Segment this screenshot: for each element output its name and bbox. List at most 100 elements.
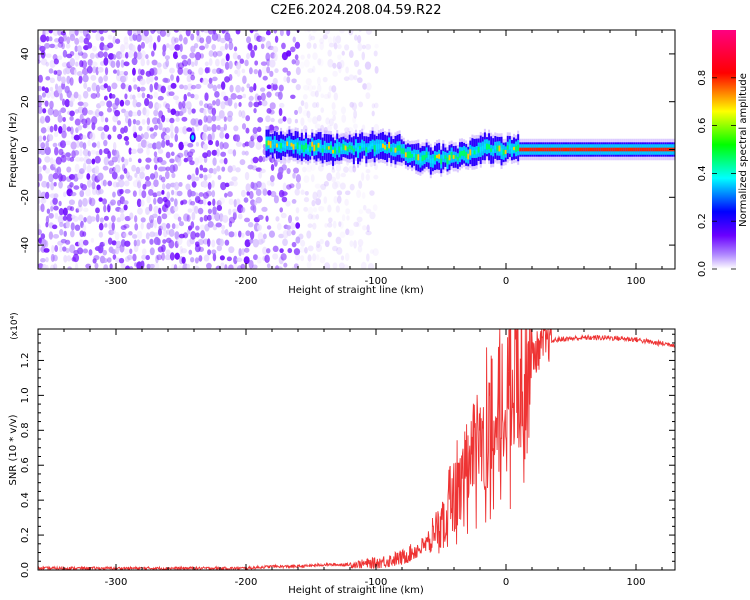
heatmap-cell bbox=[307, 117, 313, 123]
ridge-core bbox=[354, 143, 357, 148]
heatmap-cell bbox=[373, 50, 378, 57]
heatmap-cell bbox=[178, 265, 183, 269]
colorbar-tick-label: 0.6 bbox=[697, 118, 708, 134]
heatmap-cell bbox=[295, 66, 301, 76]
ridge-core bbox=[587, 147, 590, 152]
heatmap-cell bbox=[312, 116, 318, 125]
heatmap-cell bbox=[181, 59, 188, 67]
heatmap-cell bbox=[110, 215, 116, 223]
heatmap-cell bbox=[366, 224, 370, 233]
heatmap-cell bbox=[115, 38, 121, 44]
heatmap-cell bbox=[345, 208, 351, 215]
heatmap-cell bbox=[255, 167, 262, 172]
heatmap-cell bbox=[114, 150, 120, 159]
heatmap-cell bbox=[44, 156, 51, 163]
ridge-core bbox=[542, 147, 545, 152]
heatmap-cell bbox=[125, 52, 129, 59]
heatmap-cell bbox=[57, 85, 63, 94]
heatmap-cell bbox=[265, 215, 269, 222]
heatmap-cell bbox=[49, 86, 54, 92]
heatmap-cell bbox=[266, 225, 272, 230]
ridge-core bbox=[265, 140, 268, 147]
ridge-core bbox=[637, 147, 640, 152]
heatmap-cell bbox=[258, 171, 262, 179]
heatmap-cell bbox=[274, 68, 279, 74]
heatmap-cell bbox=[212, 100, 216, 106]
heatmap-cell bbox=[82, 90, 89, 99]
heatmap-cell bbox=[151, 59, 158, 66]
heatmap-cell bbox=[182, 125, 188, 135]
heatmap-cell bbox=[65, 66, 71, 75]
heatmap-cell bbox=[75, 208, 80, 213]
heatmap-cell bbox=[211, 123, 217, 133]
heatmap-cell bbox=[62, 49, 68, 58]
heatmap-cell bbox=[195, 241, 200, 248]
heatmap-cell bbox=[327, 58, 334, 68]
heatmap-cell bbox=[298, 233, 304, 240]
heatmap-cell bbox=[191, 173, 196, 183]
heatmap-cell bbox=[53, 205, 59, 211]
heatmap-cell bbox=[179, 43, 183, 53]
heatmap-cell bbox=[233, 199, 237, 208]
heatmap-cell bbox=[269, 59, 276, 68]
ridge-core bbox=[548, 147, 551, 152]
heatmap-cell bbox=[58, 148, 64, 156]
heatmap-cell bbox=[365, 92, 371, 100]
heatmap-cell bbox=[340, 182, 346, 190]
heatmap-cell bbox=[225, 53, 230, 62]
heatmap-cell bbox=[139, 86, 146, 92]
heatmap-cell bbox=[151, 117, 159, 125]
heatmap-cell bbox=[82, 149, 90, 157]
heatmap-cell bbox=[176, 51, 183, 57]
heatmap-cell bbox=[59, 221, 64, 228]
heatmap-cell bbox=[339, 221, 344, 229]
heatmap-cell bbox=[79, 157, 85, 162]
heatmap-cell bbox=[102, 165, 109, 171]
ridge-core bbox=[546, 147, 549, 152]
heatmap-cell bbox=[99, 241, 105, 247]
heatmap-cell bbox=[132, 118, 137, 125]
heatmap-cell bbox=[57, 30, 62, 36]
heatmap-cell bbox=[177, 67, 184, 75]
spectrogram-ytick-label: 0 bbox=[20, 146, 31, 152]
heatmap-cell bbox=[112, 54, 117, 60]
heatmap-cell bbox=[219, 131, 225, 139]
heatmap-cell bbox=[358, 208, 364, 215]
heatmap-cell bbox=[306, 261, 312, 269]
heatmap-cell bbox=[190, 221, 195, 229]
ridge-core bbox=[288, 140, 291, 146]
ridge-spot-core bbox=[191, 135, 195, 141]
heatmap-cell bbox=[307, 254, 312, 262]
heatmap-cell bbox=[165, 59, 170, 68]
heatmap-cell bbox=[219, 159, 225, 164]
heatmap-cell bbox=[358, 180, 363, 189]
heatmap-cell bbox=[202, 152, 208, 159]
heatmap-cell bbox=[62, 191, 67, 198]
heatmap-cell bbox=[140, 69, 145, 76]
heatmap-cell bbox=[114, 231, 120, 241]
heatmap-cell bbox=[86, 165, 92, 173]
heatmap-cell bbox=[144, 108, 150, 117]
heatmap-cell bbox=[131, 44, 136, 53]
heatmap-cell bbox=[219, 238, 224, 247]
heatmap-cell bbox=[52, 142, 58, 148]
heatmap-cell bbox=[373, 174, 379, 180]
heatmap-cell bbox=[60, 31, 66, 36]
ridge-core bbox=[404, 152, 407, 158]
heatmap-cell bbox=[356, 221, 361, 228]
heatmap-cell bbox=[98, 197, 103, 202]
heatmap-cell bbox=[219, 141, 224, 150]
ridge-core bbox=[540, 147, 543, 152]
heatmap-cell bbox=[140, 199, 145, 207]
heatmap-cell bbox=[195, 232, 200, 238]
colorbar-tick-label: 0.2 bbox=[697, 213, 708, 229]
heatmap-cell bbox=[112, 69, 118, 74]
heatmap-cell bbox=[188, 249, 193, 255]
heatmap-cell bbox=[91, 61, 98, 67]
heatmap-cell bbox=[339, 59, 345, 69]
heatmap-cell bbox=[119, 174, 125, 180]
heatmap-cell bbox=[38, 189, 42, 199]
heatmap-cell bbox=[165, 139, 170, 146]
heatmap-cell bbox=[156, 67, 163, 75]
